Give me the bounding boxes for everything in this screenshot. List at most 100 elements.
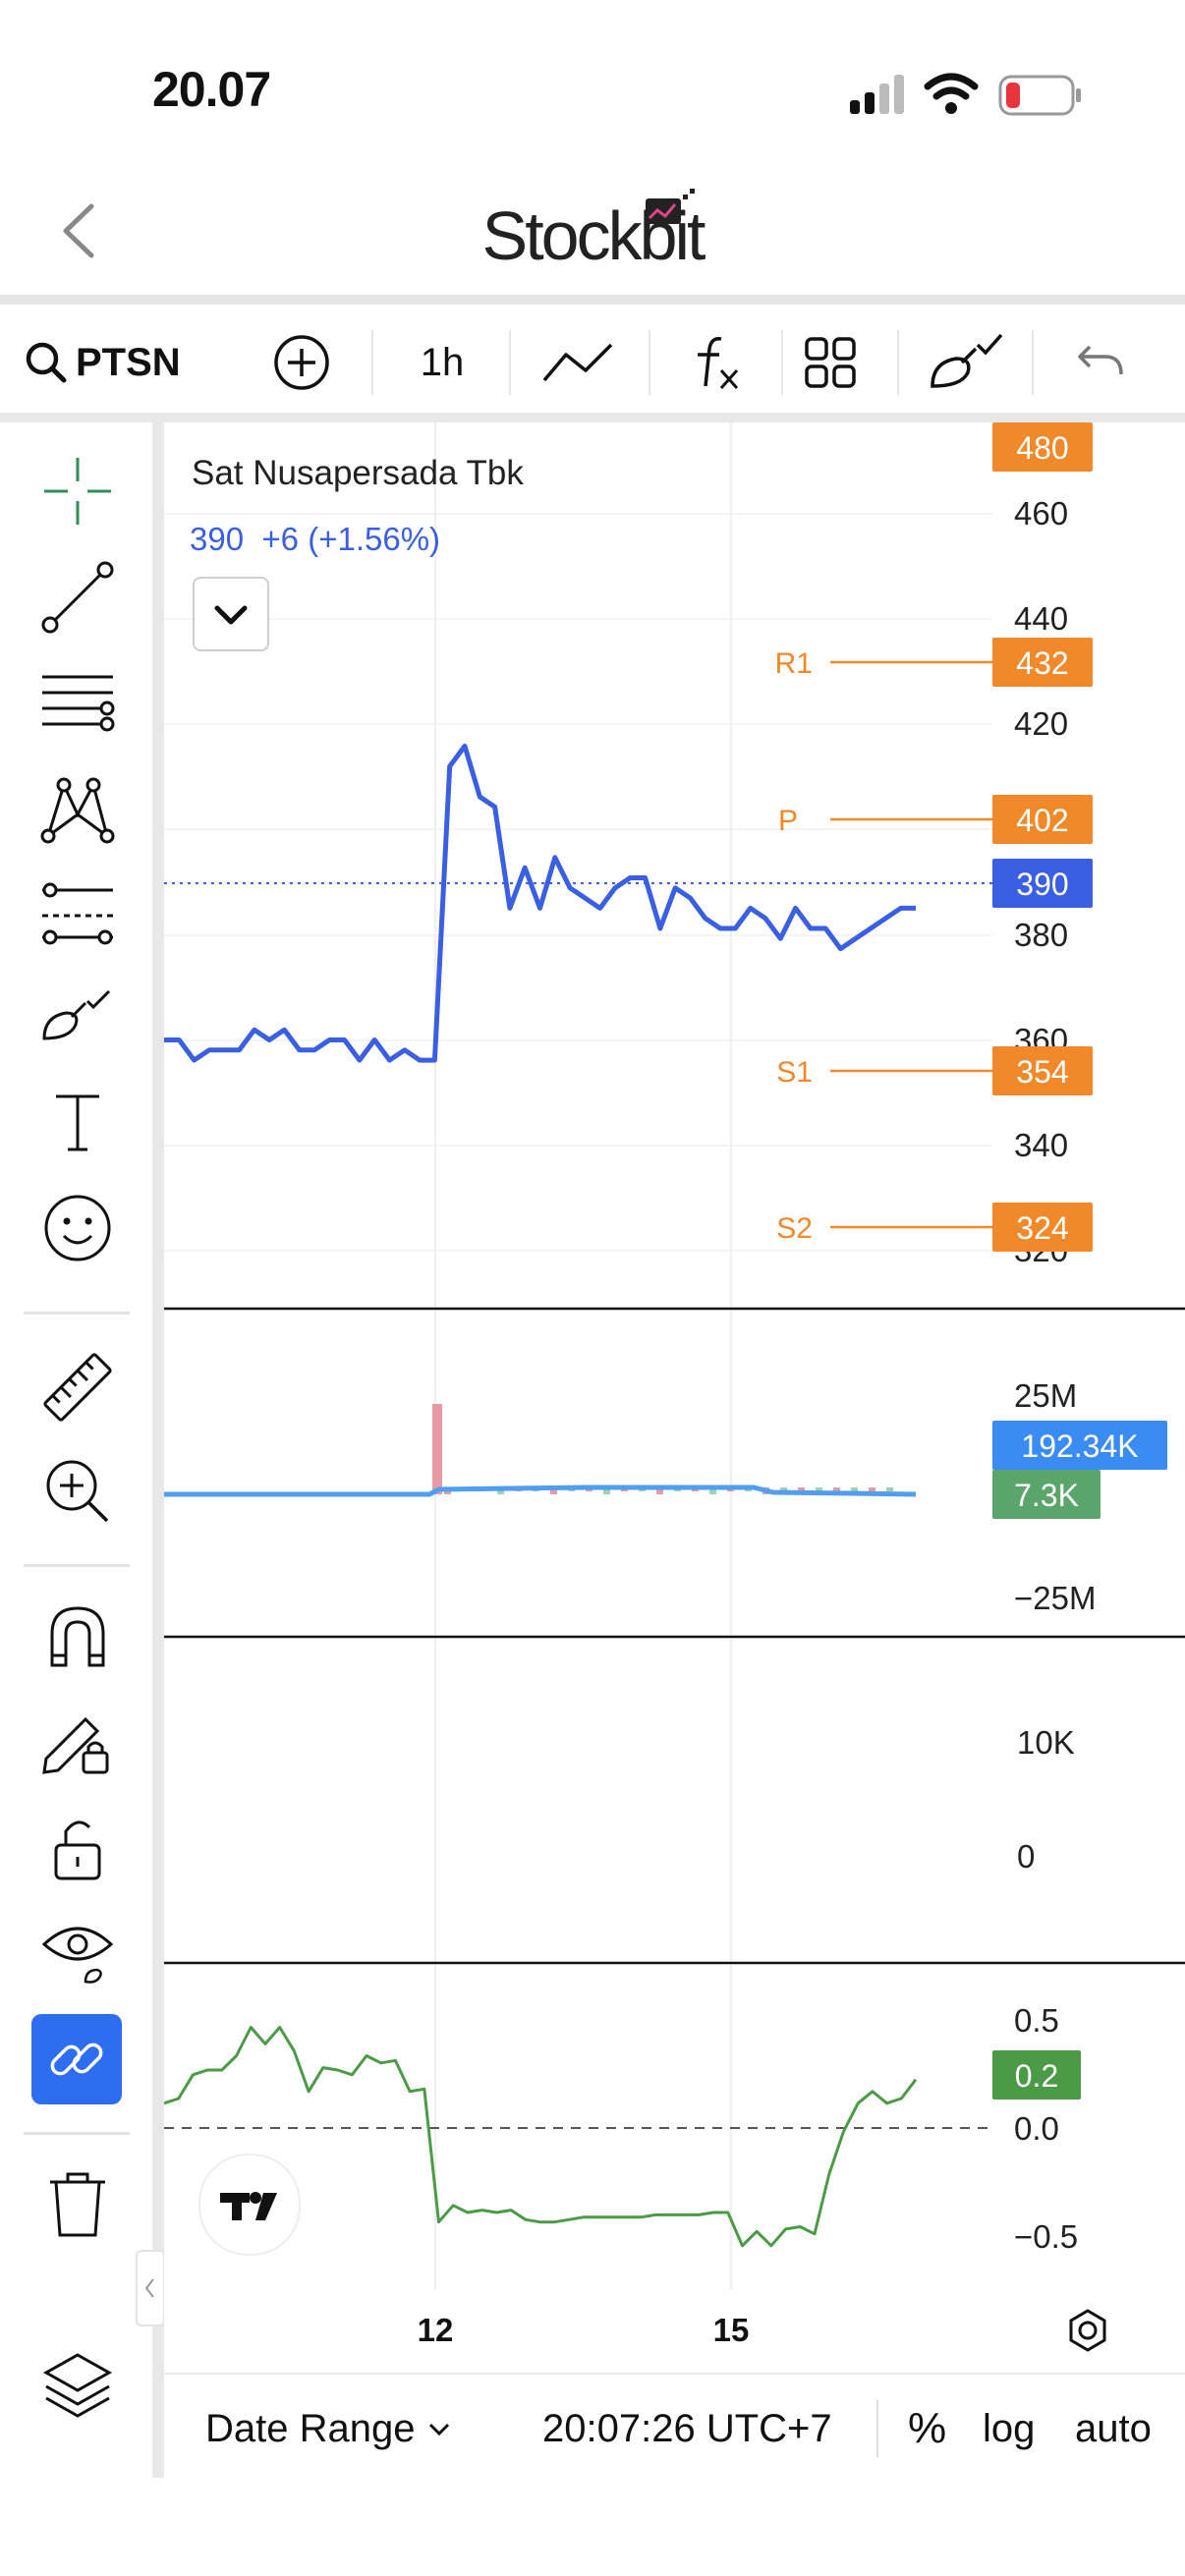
- pivot-price-tag: [992, 795, 1093, 844]
- bottom-divider: [876, 2400, 878, 2457]
- grid-layout-icon: [805, 337, 856, 388]
- indicator-tag: [992, 2050, 1081, 2100]
- crosshair-tool[interactable]: [33, 447, 122, 535]
- drawing-toggle-button[interactable]: [924, 305, 1008, 420]
- indicator-axis-label: −0.5: [1014, 2218, 1078, 2255]
- volume-bar: [603, 1487, 610, 1494]
- battery-icon: [998, 75, 1083, 116]
- trend-line-tool[interactable]: [33, 553, 122, 642]
- percent-scale-toggle[interactable]: %: [908, 2404, 947, 2452]
- price-axis-label: 420: [1014, 705, 1068, 742]
- magnet-tool[interactable]: [33, 1592, 122, 1680]
- volume-tag: [992, 1470, 1100, 1519]
- function-icon: [698, 336, 739, 389]
- emoji-tool[interactable]: [33, 1184, 122, 1272]
- legend-toggle-button[interactable]: [193, 577, 269, 651]
- chevron-down-icon: [429, 2423, 450, 2436]
- ruler-icon: [43, 1353, 112, 1422]
- volume-bar: [886, 1487, 893, 1491]
- add-circle-icon: [274, 335, 329, 390]
- price-series-line: [164, 743, 916, 1063]
- symbol-search-button[interactable]: PTSN: [25, 305, 201, 420]
- collapse-toolbar-handle[interactable]: [136, 2250, 165, 2326]
- volume-ma-line: [164, 1484, 917, 1497]
- price-axis-label: 340: [1014, 1127, 1068, 1163]
- lock-drawing-tool[interactable]: [33, 1697, 122, 1785]
- indicator-axis-label: 0.0: [1014, 2110, 1059, 2147]
- fib-tool[interactable]: [33, 658, 122, 747]
- unlock-icon: [54, 1820, 101, 1880]
- auto-scale-toggle[interactable]: auto: [1075, 2406, 1152, 2450]
- tradingview-icon: [220, 2192, 277, 2220]
- pattern-tool[interactable]: [33, 764, 122, 853]
- tools-panel-edge: [152, 422, 164, 2478]
- brush-tool[interactable]: [33, 973, 122, 1061]
- smiley-icon: [44, 1195, 111, 1261]
- zoom-in-icon: [46, 1460, 109, 1523]
- chevron-left-icon: [144, 2278, 154, 2298]
- status-time: 20.07: [152, 62, 271, 117]
- clock-timezone[interactable]: 20:07:26 UTC+7: [542, 2406, 832, 2450]
- zoom-tool[interactable]: [33, 1447, 122, 1536]
- compare-add-button[interactable]: [267, 305, 336, 420]
- forecast-tool[interactable]: [33, 869, 122, 958]
- logo-chart-icon: [644, 189, 698, 230]
- volume-spike-bar: [432, 1404, 442, 1494]
- indicator-axis-label: 0.5: [1014, 2002, 1059, 2039]
- s2-price-tag: [992, 1203, 1093, 1252]
- volume-axis-label: −25M: [1014, 1580, 1096, 1616]
- volume-axis-label: 25M: [1014, 1377, 1077, 1414]
- log-scale-toggle[interactable]: log: [983, 2406, 1036, 2450]
- back-button[interactable]: [54, 196, 103, 265]
- volume-bar: [851, 1487, 858, 1491]
- object-tree-tool[interactable]: [33, 2340, 122, 2429]
- volume-ma-tag-text: 192.34K: [1021, 1428, 1138, 1464]
- link-icon: [50, 2043, 103, 2076]
- hide-drawings-tool[interactable]: [33, 1908, 122, 1996]
- brush-icon: [42, 989, 111, 1040]
- settings-button[interactable]: [1063, 2306, 1112, 2355]
- header-divider: [0, 295, 1185, 305]
- brush-check-icon: [931, 333, 1003, 388]
- indicators-button[interactable]: [683, 305, 752, 420]
- crosshair-icon: [44, 458, 111, 525]
- text-tool[interactable]: [33, 1078, 122, 1166]
- layout-button[interactable]: [796, 305, 865, 420]
- interval-button[interactable]: 1h: [420, 340, 465, 384]
- r1-price-tag: [992, 638, 1093, 687]
- volume-bar: [869, 1487, 875, 1494]
- undo-button[interactable]: [1061, 305, 1140, 420]
- last-price: 390: [190, 521, 245, 557]
- volume-ma-tag: [992, 1421, 1167, 1470]
- wifi-icon: [924, 73, 979, 116]
- pivot-price-tag-text: 402: [1016, 803, 1068, 838]
- delete-tool[interactable]: [33, 2159, 122, 2248]
- chart-bottom-bar: Date Range 20:07:26 UTC+7 % log auto: [164, 2373, 1185, 2483]
- chart-type-button[interactable]: [540, 305, 615, 420]
- chart-area[interactable]: 12 15 460 440 420 380 360 340 320 25M −2…: [164, 422, 1185, 2373]
- volume-bar: [709, 1487, 716, 1494]
- lock-all-tool[interactable]: [33, 1803, 122, 1891]
- s1-price-tag: [992, 1046, 1093, 1095]
- date-range-label: Date Range: [205, 2406, 416, 2450]
- chart-canvas[interactable]: 12 15 460 440 420 380 360 340 320 25M −2…: [164, 422, 1185, 2373]
- r1-label: R1: [775, 647, 813, 680]
- volume-bar: [656, 1487, 663, 1494]
- indicator-tag-text: 0.2: [1015, 2058, 1058, 2094]
- xabcd-pattern-icon: [40, 777, 115, 844]
- volume-bar: [833, 1487, 840, 1491]
- s2-label: S2: [776, 1212, 813, 1245]
- tradingview-logo[interactable]: [198, 2154, 301, 2256]
- price-axis-label: 460: [1014, 495, 1068, 532]
- ruler-tool[interactable]: [33, 1343, 122, 1431]
- time-axis-label: 15: [713, 2312, 750, 2348]
- search-icon: [26, 342, 67, 383]
- price-change: +6 (+1.56%): [261, 521, 441, 557]
- volume-bar: [550, 1487, 557, 1494]
- date-range-dropdown[interactable]: Date Range: [205, 2375, 454, 2483]
- chevron-down-icon: [214, 605, 248, 625]
- s2-price-tag-text: 324: [1016, 1210, 1068, 1246]
- osc-axis-label: 10K: [1017, 1724, 1075, 1761]
- trend-line-icon: [41, 561, 114, 634]
- sync-drawings-tool[interactable]: [31, 2014, 122, 2104]
